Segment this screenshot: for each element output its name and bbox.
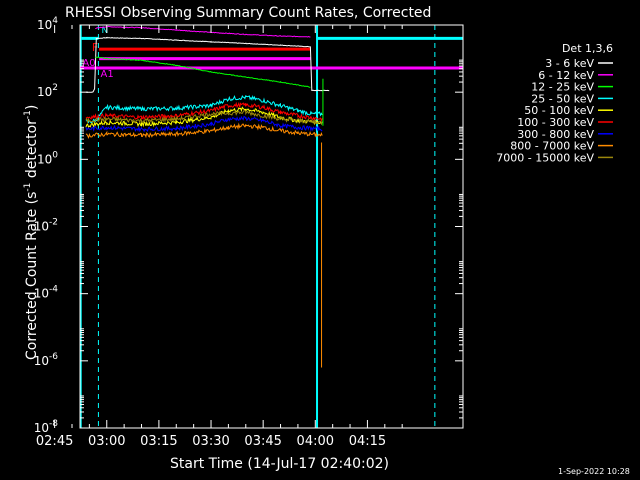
- y-axis-label-mid: detector: [24, 119, 40, 183]
- a1-label: A1: [101, 69, 114, 80]
- y-tick-label: 10-4: [34, 285, 59, 301]
- x-tick-label: 04:00: [297, 434, 334, 449]
- y-tick-label: 100: [37, 150, 58, 166]
- n-label: N: [102, 26, 109, 36]
- x-axis-label: Start Time (14-Jul-17 02:40:02): [170, 456, 389, 472]
- y-axis-label: Corrected Count Rate (s-1 detector-1): [23, 105, 40, 360]
- series-line-3: [85, 95, 323, 124]
- y-tick-label: 10-2: [34, 218, 58, 234]
- series-layer: [85, 25, 330, 368]
- legend-item-label: 3 - 6 keV: [545, 57, 594, 70]
- series-line-2: [95, 56, 311, 88]
- series-line-1: [95, 25, 311, 38]
- x-tick-label: 02:45: [36, 434, 73, 449]
- x-tick-label: 03:00: [88, 434, 125, 449]
- y-tick-exp: 4: [52, 16, 58, 26]
- y-tick-base: 10: [37, 18, 52, 32]
- y-tick-label: 102: [37, 83, 58, 99]
- series-line-7: [85, 122, 323, 140]
- chart-title: RHESSI Observing Summary Count Rates, Co…: [65, 5, 431, 21]
- y-tick-base: 10: [37, 152, 52, 166]
- y-axis-label-main: Corrected Count Rate (s: [24, 192, 40, 360]
- x-tick-label: 04:15: [349, 434, 386, 449]
- legend-item-label: 300 - 800 keV: [517, 128, 594, 141]
- y-axis-label-sup2: -1: [23, 110, 33, 119]
- a0-label: A0: [82, 58, 95, 69]
- y-tick-exp: -8: [49, 419, 58, 429]
- legend-item-label: 100 - 300 keV: [517, 116, 594, 129]
- legend-item-label: 7000 - 15000 keV: [496, 151, 594, 164]
- y-tick-base: 10: [34, 421, 49, 435]
- y-tick-base: 10: [34, 220, 49, 234]
- series-line-6: [85, 115, 323, 133]
- x-tick-label: 03:45: [244, 434, 281, 449]
- legend-item-label: 6 - 12 keV: [538, 69, 594, 82]
- legend-item-label: 12 - 25 keV: [531, 81, 594, 94]
- y-axis-label-end: ): [24, 105, 40, 110]
- y-tick-exp: -4: [49, 285, 58, 295]
- y-tick-base: 10: [34, 287, 49, 301]
- series-line-8: [85, 110, 323, 126]
- legend-item-label: 50 - 100 keV: [524, 104, 594, 117]
- x-tick-label: 03:15: [140, 434, 177, 449]
- y-axis-label-sup1: -1: [23, 183, 33, 192]
- y-tick-exp: 0: [52, 150, 58, 160]
- timestamp: 1-Sep-2022 10:28: [558, 467, 630, 476]
- flare-label: F: [92, 41, 98, 54]
- y-tick-exp: -2: [49, 218, 58, 228]
- y-tick-base: 10: [34, 354, 49, 368]
- y-tick-exp: -6: [49, 352, 58, 362]
- y-tick-exp: 2: [52, 83, 58, 93]
- series-line-0: [85, 36, 330, 93]
- y-tick-label: 10-8: [34, 419, 59, 435]
- legend-item-label: 25 - 50 keV: [531, 92, 594, 105]
- y-tick-label: 104: [37, 16, 58, 32]
- y-tick-label: 10-6: [34, 352, 59, 368]
- legend-item-label: 800 - 7000 keV: [510, 140, 594, 153]
- series-line-5: [85, 101, 323, 123]
- y-tick-base: 10: [37, 85, 52, 99]
- legend-title: Det 1,3,6: [562, 42, 613, 55]
- x-tick-label: 03:30: [192, 434, 229, 449]
